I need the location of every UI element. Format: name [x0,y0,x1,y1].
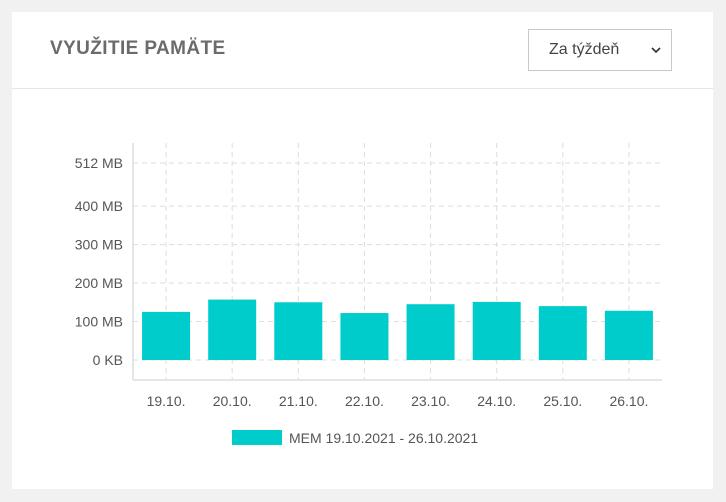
bar-25-10 [538,306,587,360]
bar-21-10 [274,302,323,360]
y-tick-label: 512 MB [75,155,123,171]
chevron-down-icon [651,47,661,54]
x-tick-label: 24.10. [477,393,516,409]
y-tick-label: 300 MB [75,237,123,253]
x-tick-label: 19.10. [147,393,186,409]
bar-23-10 [406,304,455,360]
x-tick-label: 21.10. [279,393,318,409]
card-title: VYUŽITIE PAMÄTE [50,38,226,59]
x-tick-label: 23.10. [411,393,450,409]
memory-bar-chart: 0 KB 100 MB 200 MB 300 MB 400 MB 512 MB 19.10.… [75,143,662,446]
card-header: VYUŽITIE PAMÄTE Za týždeň [12,12,713,89]
memory-usage-card: VYUŽITIE PAMÄTE Za týždeň 0 KB 100 MB 200 … [12,12,713,489]
bar-24-10 [472,301,521,360]
y-tick-label: 0 KB [93,352,123,368]
legend-swatch[interactable] [232,430,282,445]
bar-22-10 [340,313,389,360]
x-tick-label: 25.10. [543,393,582,409]
x-tick-label: 22.10. [345,393,384,409]
bar-20-10 [208,299,257,360]
period-select-value: Za týždeň [549,41,620,58]
legend-label[interactable]: MEM 19.10.2021 - 26.10.2021 [289,430,478,446]
bar-19-10 [142,311,191,360]
period-select[interactable]: Za týždeň [528,29,672,71]
x-tick-label: 20.10. [213,393,252,409]
y-tick-label: 100 MB [75,314,123,330]
y-tick-label: 200 MB [75,275,123,291]
x-tick-label: 26.10. [609,393,648,409]
bar-26-10 [604,310,653,360]
y-tick-label: 400 MB [75,198,123,214]
